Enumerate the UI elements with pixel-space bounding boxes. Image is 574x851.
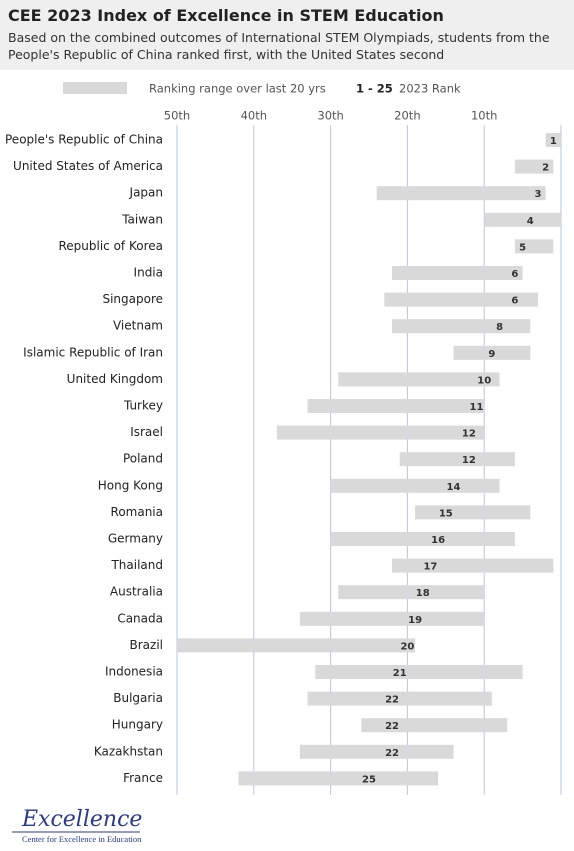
rank-label: 11 bbox=[470, 402, 484, 413]
y-tick-label: Turkey bbox=[123, 399, 163, 413]
range-bar bbox=[307, 691, 492, 706]
y-tick-label: Vietnam bbox=[113, 319, 163, 333]
range-bar bbox=[392, 266, 523, 280]
legend-range: 1 - 25 bbox=[356, 82, 393, 96]
range-bar bbox=[338, 372, 500, 387]
range-bar bbox=[330, 532, 515, 546]
y-tick-label: Kazakhstan bbox=[94, 744, 163, 758]
rank-label: 22 bbox=[385, 721, 399, 732]
range-bar bbox=[484, 212, 561, 227]
rank-label: 25 bbox=[362, 774, 376, 785]
rank-label: 5 bbox=[519, 242, 526, 253]
x-tick-label: 30th bbox=[317, 109, 343, 123]
range-bar bbox=[392, 319, 531, 334]
logo-tagline: Center for Excellence in Education bbox=[22, 834, 142, 844]
y-tick-label: India bbox=[134, 266, 163, 280]
rank-label: 2 bbox=[542, 163, 549, 174]
y-tick-label: Poland bbox=[123, 452, 163, 466]
y-tick-label: Hong Kong bbox=[98, 478, 163, 492]
range-bar bbox=[384, 292, 538, 307]
range-bar bbox=[514, 159, 554, 174]
range-bar bbox=[545, 133, 561, 147]
rank-label: 3 bbox=[534, 189, 541, 200]
x-tick-label: 20th bbox=[394, 109, 420, 123]
y-tick-label: France bbox=[123, 771, 163, 785]
chart-title: CEE 2023 Index of Excellence in STEM Edu… bbox=[8, 6, 444, 25]
y-tick-label: United States of America bbox=[13, 159, 163, 173]
y-tick-label: Republic of Korea bbox=[58, 239, 163, 253]
rank-label: 4 bbox=[527, 216, 534, 227]
y-tick-label: Israel bbox=[130, 425, 163, 439]
rank-label: 22 bbox=[385, 748, 399, 759]
x-tick-label: 40th bbox=[241, 109, 267, 123]
range-bar bbox=[338, 585, 485, 600]
range-bar bbox=[299, 744, 454, 759]
legend-swatch bbox=[63, 82, 127, 94]
y-tick-label: Canada bbox=[117, 611, 163, 625]
rank-label: 15 bbox=[439, 508, 453, 519]
y-tick-label: Australia bbox=[110, 585, 163, 599]
y-tick-label: Brazil bbox=[130, 638, 164, 652]
range-bar bbox=[392, 558, 554, 573]
rank-label: 12 bbox=[462, 429, 476, 440]
range-bar bbox=[307, 399, 485, 413]
rank-label: 20 bbox=[400, 641, 414, 652]
rank-label: 9 bbox=[488, 349, 495, 360]
range-bar bbox=[376, 186, 546, 201]
rank-label: 21 bbox=[393, 668, 407, 679]
rank-label: 6 bbox=[511, 296, 518, 307]
range-bar bbox=[315, 665, 523, 679]
range-bar bbox=[514, 239, 554, 254]
rank-label: 16 bbox=[431, 535, 445, 546]
rank-label: 6 bbox=[511, 269, 518, 280]
chart-subtitle: Based on the combined outcomes of Intern… bbox=[8, 30, 550, 62]
y-tick-label: Singapore bbox=[102, 292, 163, 306]
y-tick-label: Romania bbox=[111, 505, 163, 519]
range-bar bbox=[299, 611, 485, 626]
x-tick-label: 10th bbox=[471, 109, 497, 123]
logo-name: Excellence bbox=[21, 807, 142, 832]
rank-label: 8 bbox=[496, 322, 503, 333]
range-bar bbox=[238, 771, 439, 786]
rank-label: 22 bbox=[385, 695, 399, 706]
y-tick-label: Taiwan bbox=[121, 212, 163, 226]
rank-label: 10 bbox=[477, 375, 491, 386]
legend-label: 2023 Rank bbox=[399, 82, 461, 96]
range-bar bbox=[361, 718, 508, 733]
y-tick-label: People's Republic of China bbox=[5, 133, 163, 147]
legend-label: Ranking range over last 20 yrs bbox=[149, 82, 326, 96]
rank-label: 17 bbox=[423, 562, 437, 573]
range-bar bbox=[453, 345, 531, 360]
rank-label: 18 bbox=[416, 588, 430, 599]
rank-label: 1 bbox=[550, 136, 557, 147]
range-bar bbox=[177, 638, 416, 653]
rank-label: 19 bbox=[408, 615, 422, 626]
y-tick-label: United Kingdom bbox=[67, 372, 163, 386]
rank-label: 14 bbox=[447, 482, 461, 493]
y-tick-label: Japan bbox=[129, 186, 163, 200]
header: CEE 2023 Index of Excellence in STEM Edu… bbox=[0, 0, 574, 70]
y-tick-label: Germany bbox=[108, 532, 163, 546]
y-tick-label: Bulgaria bbox=[113, 691, 163, 705]
range-bar bbox=[399, 452, 515, 467]
range-bar bbox=[415, 505, 531, 520]
range-bar bbox=[330, 478, 500, 493]
y-tick-label: Thailand bbox=[110, 558, 163, 572]
y-tick-label: Islamic Republic of Iran bbox=[23, 345, 163, 359]
y-tick-label: Indonesia bbox=[105, 665, 163, 679]
x-tick-label: 50th bbox=[164, 109, 190, 123]
y-tick-label: Hungary bbox=[112, 718, 163, 732]
rank-label: 12 bbox=[462, 455, 476, 466]
range-bar bbox=[276, 425, 485, 440]
